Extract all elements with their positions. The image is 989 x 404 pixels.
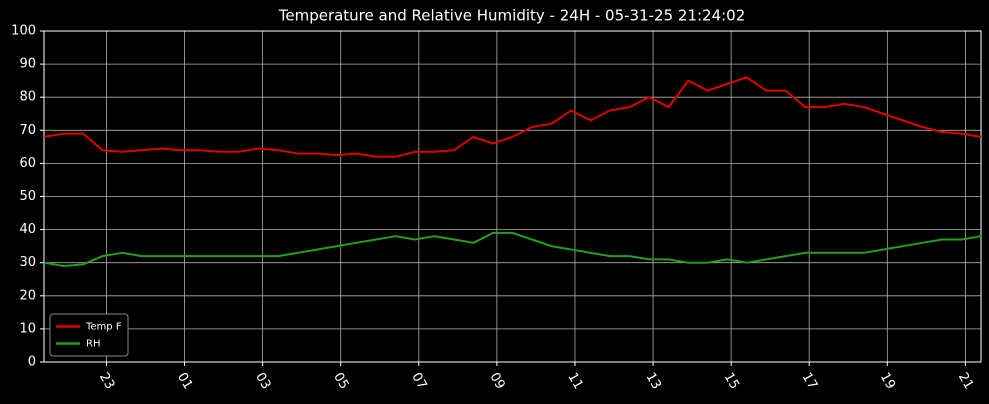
y-tick-label: 80 bbox=[19, 90, 36, 105]
y-tick-label: 60 bbox=[19, 156, 36, 171]
x-tick-label: 05 bbox=[330, 370, 351, 392]
y-tick-label: 10 bbox=[19, 321, 36, 336]
data-line bbox=[43, 76, 982, 158]
x-tick-label: 01 bbox=[174, 370, 195, 392]
x-tick-label: 07 bbox=[408, 370, 429, 392]
x-tick-label: 03 bbox=[252, 370, 273, 392]
x-tick-label: 15 bbox=[721, 370, 742, 392]
y-tick-label: 100 bbox=[11, 24, 36, 39]
x-tick-label: 09 bbox=[486, 370, 507, 392]
x-tick-label: 17 bbox=[799, 370, 820, 392]
legend-box bbox=[49, 313, 129, 357]
y-tick-label: 0 bbox=[28, 355, 36, 370]
plot-frame bbox=[43, 30, 982, 363]
x-tick-label: 23 bbox=[96, 370, 117, 392]
chart-title: Temperature and Relative Humidity - 24H … bbox=[278, 7, 746, 25]
y-tick-label: 20 bbox=[19, 288, 36, 303]
y-tick-label: 40 bbox=[19, 222, 36, 237]
legend-label: Temp F bbox=[85, 322, 122, 333]
y-tick-label: 70 bbox=[19, 123, 36, 138]
y-tick-label: 50 bbox=[19, 189, 36, 204]
x-tick-label: 19 bbox=[877, 370, 898, 392]
data-line bbox=[43, 231, 982, 267]
x-tick-label: 13 bbox=[643, 370, 664, 392]
x-tick-label: 21 bbox=[955, 370, 976, 392]
legend-label: RH bbox=[86, 339, 100, 350]
y-tick-label: 90 bbox=[19, 57, 36, 72]
y-tick-label: 30 bbox=[19, 255, 36, 270]
x-tick-label: 11 bbox=[564, 370, 585, 392]
